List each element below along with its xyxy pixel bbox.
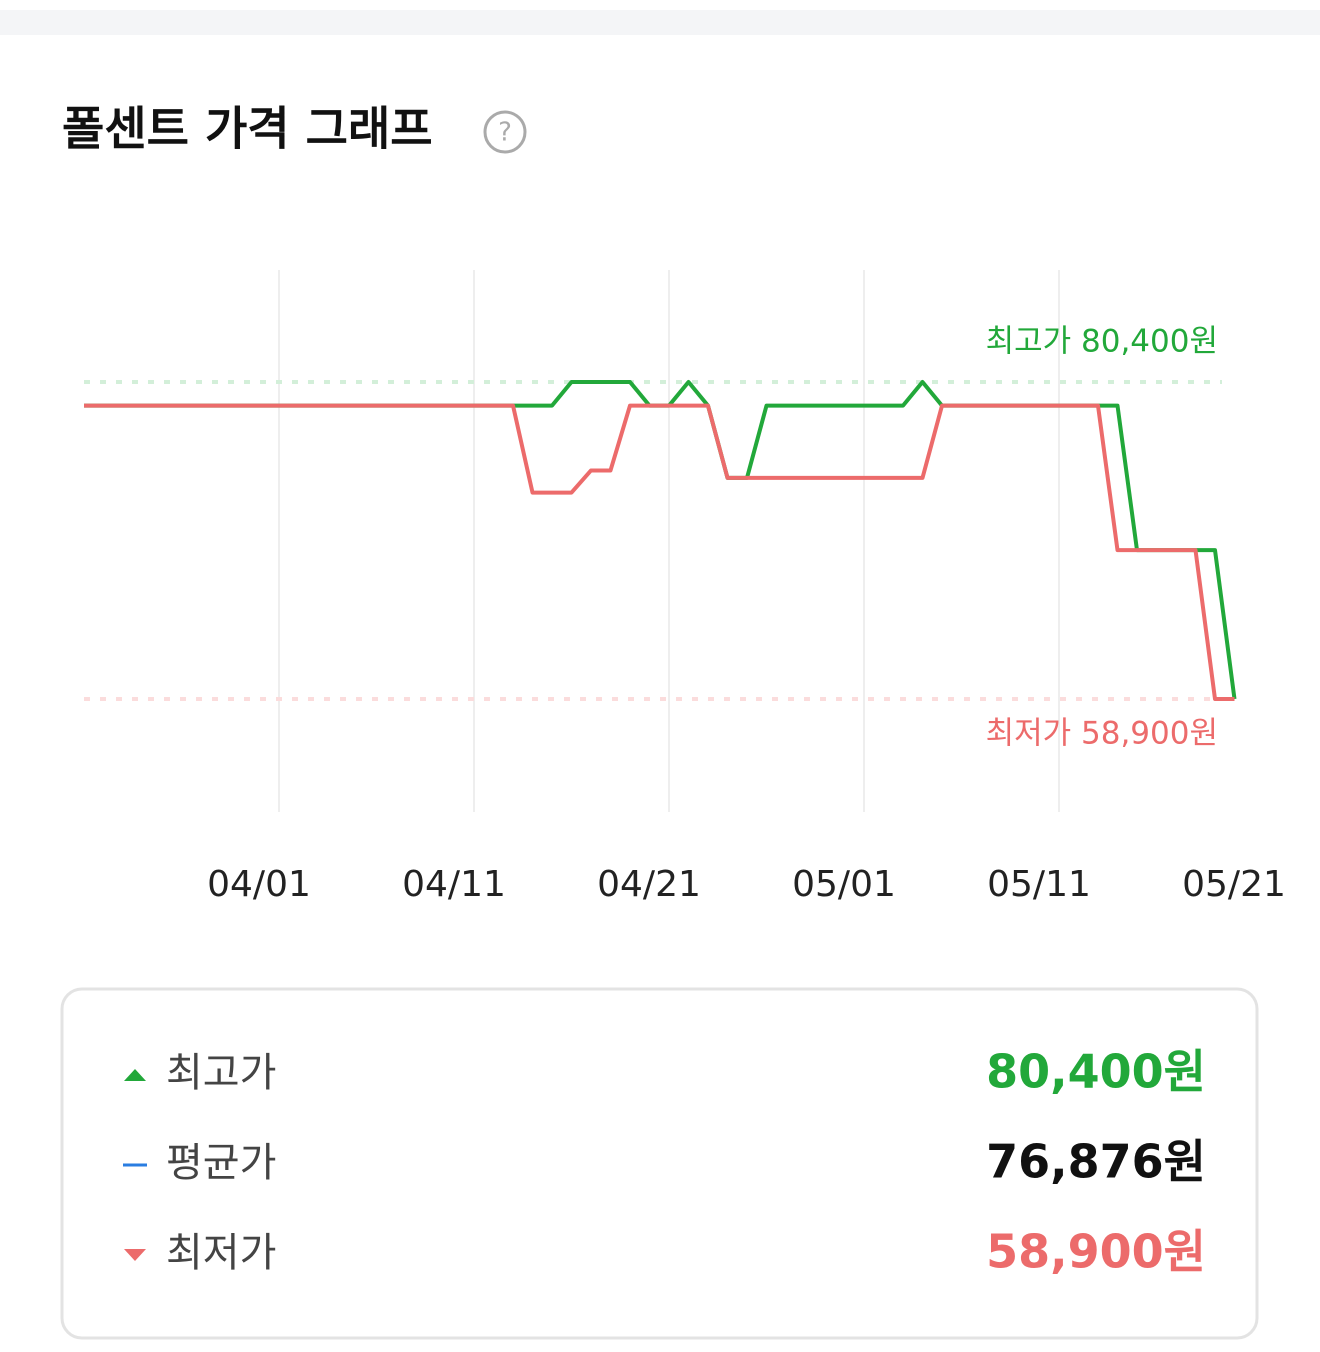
price-line [84,379,1237,700]
help-icon[interactable] [483,110,527,154]
price-line [84,403,1235,702]
summary-box [60,987,1259,1340]
summary-label: 최저가 [166,1230,276,1276]
summary-label: 평균가 [166,1140,276,1186]
x-tick-label: 05/01 [792,864,896,905]
title: 폴센트 가격 그래프 [62,102,433,156]
top-band [0,10,1320,35]
x-tick-label: 04/21 [597,864,701,905]
summary-value: 58,900원 [986,1225,1206,1279]
down-icon [124,1249,146,1261]
help-icon-text: ? [498,118,512,148]
reference-label: 최저가 58,900원 [986,716,1218,752]
summary-label: 최고가 [166,1050,276,1096]
summary-value: 80,400원 [986,1045,1206,1099]
x-tick-label: 04/01 [207,864,311,905]
x-tick-label: 05/21 [1182,864,1286,905]
x-tick-label: 05/11 [987,864,1091,905]
summary-value: 76,876원 [986,1135,1206,1189]
reference-label: 최고가 80,400원 [986,323,1218,359]
x-tick-label: 04/11 [402,864,506,905]
up-icon [124,1069,146,1081]
